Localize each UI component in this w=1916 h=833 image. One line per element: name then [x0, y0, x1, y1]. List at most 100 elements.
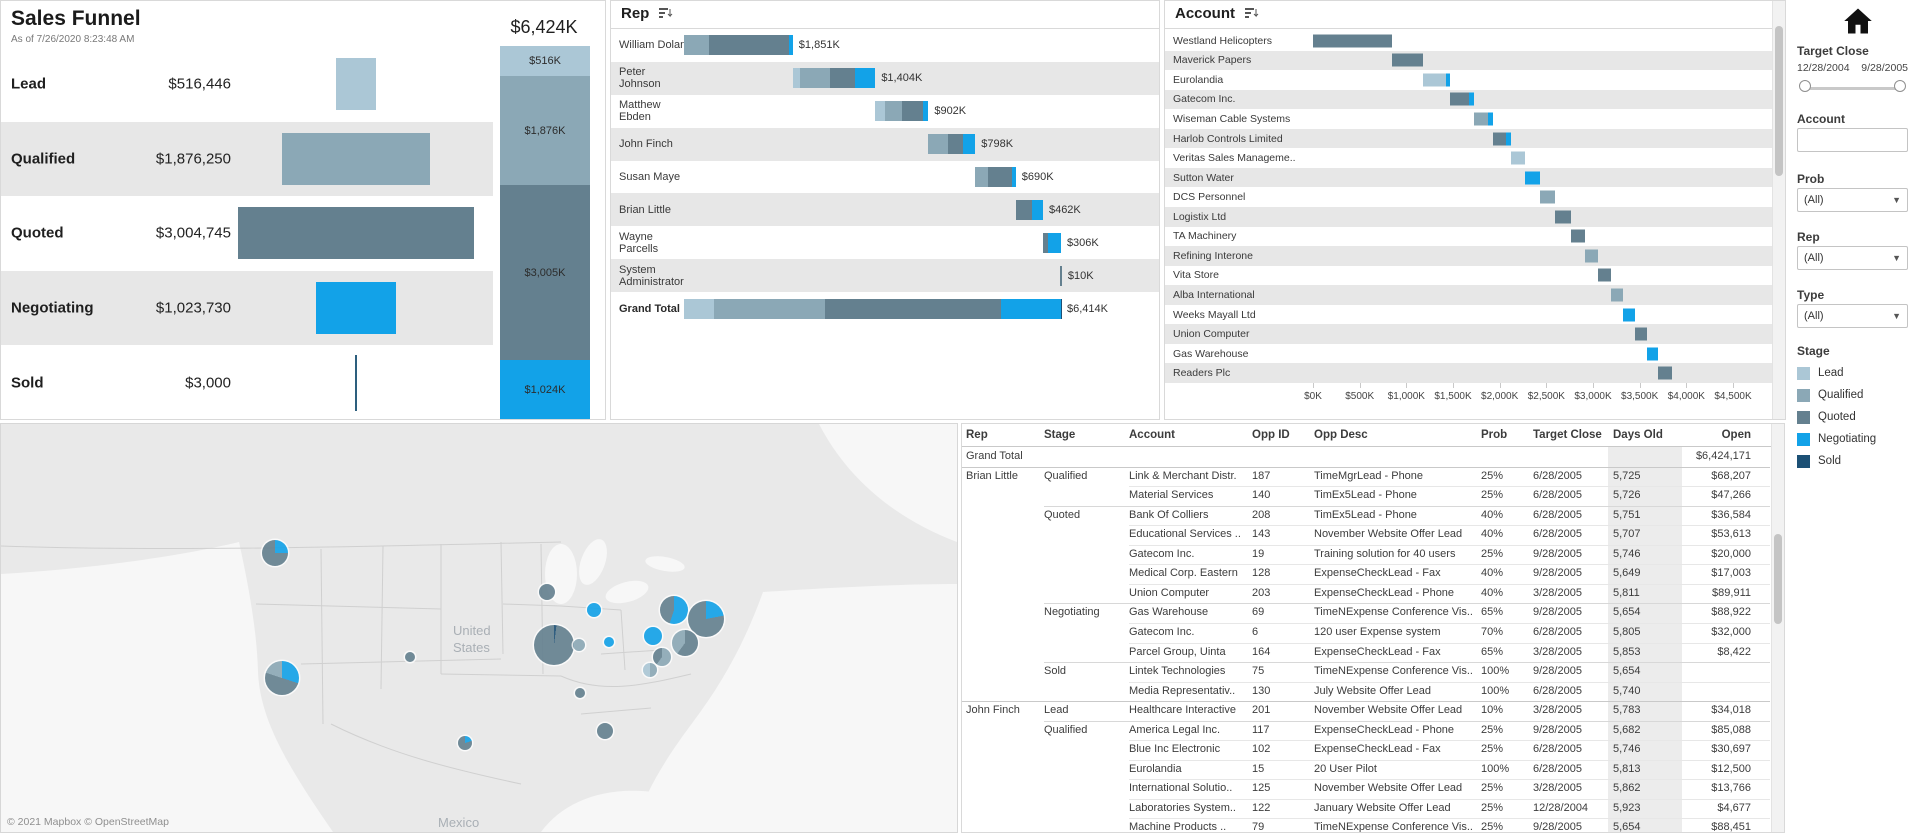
table-row[interactable]: Grand Total $6,424,171: [962, 447, 1784, 467]
stage-legend-item[interactable]: Negotiating: [1797, 428, 1908, 450]
column-header-opp_id[interactable]: Opp ID: [1252, 429, 1290, 441]
map-pie-bubble[interactable]: [644, 627, 662, 645]
rep-bar-segment[interactable]: [928, 134, 948, 155]
funnel-total-segment[interactable]: $1,024K: [500, 360, 590, 419]
rep-bar-segment[interactable]: [975, 166, 988, 187]
rep-bar[interactable]: [1060, 265, 1062, 286]
account-bar[interactable]: [1313, 34, 1393, 48]
account-bar-segment[interactable]: [1313, 34, 1393, 48]
account-bar-segment[interactable]: [1647, 347, 1659, 361]
scrollbar-thumb[interactable]: [1774, 534, 1782, 624]
rep-bar-segment[interactable]: [1015, 199, 1033, 220]
type-filter-dropdown[interactable]: (All) ▼: [1797, 304, 1908, 328]
map-pie-bubble[interactable]: [534, 625, 574, 665]
account-filter-input[interactable]: [1797, 128, 1908, 152]
map-pie-bubble[interactable]: [604, 637, 614, 647]
map-pie-bubble[interactable]: [597, 723, 613, 739]
funnel-bar[interactable]: [355, 354, 357, 411]
funnel-bar[interactable]: [315, 282, 397, 335]
account-bar-segment[interactable]: [1468, 92, 1474, 106]
funnel-total-segment[interactable]: $3,005K: [500, 185, 590, 361]
column-header-prob[interactable]: Prob: [1481, 429, 1508, 441]
account-bar[interactable]: [1610, 288, 1623, 302]
account-bar[interactable]: [1539, 190, 1555, 204]
map-pie-bubble[interactable]: [660, 596, 688, 624]
table-row[interactable]: Material Services 140 TimEx5Lead - Phone 25…: [962, 486, 1784, 506]
rep-bar-segment[interactable]: [947, 134, 963, 155]
rep-bar-segment[interactable]: [922, 101, 929, 122]
table-row[interactable]: Medical Corp. Eastern 128 ExpenseCheckLead…: [962, 564, 1784, 584]
stage-legend-item[interactable]: Lead: [1797, 362, 1908, 384]
rep-bar-segment[interactable]: [875, 101, 886, 122]
rep-bar[interactable]: [792, 68, 876, 89]
table-row[interactable]: Laboratories System.. 122 January Website …: [962, 798, 1784, 819]
account-bar[interactable]: [1493, 132, 1511, 146]
account-bar-segment[interactable]: [1488, 112, 1494, 126]
map-pie-bubble[interactable]: [653, 648, 671, 666]
account-bar-segment[interactable]: [1445, 73, 1451, 87]
rep-bar-segment[interactable]: [902, 101, 923, 122]
account-bar-segment[interactable]: [1554, 210, 1571, 224]
rep-bar-segment[interactable]: [714, 298, 825, 319]
table-row[interactable]: Negotiating Gas Warehouse 69 TimeNExpense C…: [962, 603, 1784, 623]
stage-legend-item[interactable]: Qualified: [1797, 384, 1908, 406]
table-row[interactable]: Sold Lintek Technologies 75 TimeNExpense Co…: [962, 662, 1784, 682]
account-bar-segment[interactable]: [1539, 190, 1555, 204]
rep-bar[interactable]: [875, 101, 929, 122]
rep-bar-segment[interactable]: [708, 35, 789, 56]
account-bar[interactable]: [1584, 249, 1598, 263]
rep-bar-segment[interactable]: [855, 68, 876, 89]
map-pie-bubble[interactable]: [405, 652, 415, 662]
rep-filter-dropdown[interactable]: (All) ▼: [1797, 246, 1908, 270]
table-row[interactable]: Media Representativ.. 130 July Website Off…: [962, 681, 1784, 702]
map-pie-bubble[interactable]: [262, 540, 288, 566]
account-bar[interactable]: [1510, 151, 1525, 165]
account-bar-segment[interactable]: [1392, 53, 1424, 67]
account-bar-segment[interactable]: [1524, 171, 1540, 185]
map-pie-bubble[interactable]: [575, 688, 585, 698]
rep-bar-segment[interactable]: [1032, 199, 1043, 220]
column-header-open[interactable]: Open: [1721, 429, 1751, 441]
slider-handle-left[interactable]: [1799, 80, 1811, 92]
map-pie-bubble[interactable]: [458, 736, 472, 750]
account-bar-segment[interactable]: [1570, 229, 1585, 243]
map-pie-bubble[interactable]: [573, 639, 585, 651]
sort-icon[interactable]: [659, 7, 673, 20]
column-header-opp_desc[interactable]: Opp Desc: [1314, 429, 1368, 441]
slider-track[interactable]: [1805, 87, 1900, 90]
table-row[interactable]: John Finch Lead Healthcare Interactive 201 N…: [962, 701, 1784, 721]
funnel-bar[interactable]: [282, 132, 430, 185]
rep-bar-segment[interactable]: [788, 35, 793, 56]
rep-bar-segment[interactable]: [1048, 232, 1061, 253]
account-scrollbar[interactable]: [1772, 1, 1785, 419]
account-bar[interactable]: [1524, 171, 1540, 185]
rep-bar-segment[interactable]: [684, 298, 715, 319]
column-header-stage[interactable]: Stage: [1044, 429, 1076, 441]
account-bar[interactable]: [1635, 327, 1648, 341]
column-header-days_old[interactable]: Days Old: [1613, 429, 1663, 441]
map-pie-bubble[interactable]: [643, 663, 657, 677]
map-pie-bubble[interactable]: [587, 603, 601, 617]
funnel-bar[interactable]: [335, 58, 377, 111]
table-row[interactable]: Blue Inc Electronic 102 ExpenseCheckLead -…: [962, 740, 1784, 760]
rep-bar-segment[interactable]: [962, 134, 976, 155]
table-row[interactable]: Parcel Group, Uinta 164 ExpenseCheckLead -…: [962, 642, 1784, 663]
stage-legend-item[interactable]: Sold: [1797, 450, 1908, 472]
funnel-bar[interactable]: [238, 207, 474, 260]
column-header-rep[interactable]: Rep: [966, 429, 988, 441]
account-bar[interactable]: [1647, 347, 1659, 361]
rep-bar-segment[interactable]: [829, 68, 856, 89]
sort-icon[interactable]: [1245, 7, 1259, 20]
funnel-total-segment[interactable]: $1,876K: [500, 76, 590, 186]
account-bar[interactable]: [1658, 366, 1673, 380]
account-bar[interactable]: [1554, 210, 1571, 224]
rep-bar-segment[interactable]: [1042, 232, 1049, 253]
scrollbar-thumb[interactable]: [1775, 26, 1783, 176]
target-close-slider[interactable]: [1797, 80, 1908, 96]
rep-bar[interactable]: [975, 166, 1016, 187]
column-header-account[interactable]: Account: [1129, 429, 1175, 441]
column-header-target_close[interactable]: Target Close: [1533, 429, 1602, 441]
map-pie-bubble[interactable]: [688, 601, 724, 637]
table-row[interactable]: Qualified America Legal Inc. 117 ExpenseChe…: [962, 720, 1784, 741]
funnel-total-segment[interactable]: $516K: [500, 46, 590, 77]
